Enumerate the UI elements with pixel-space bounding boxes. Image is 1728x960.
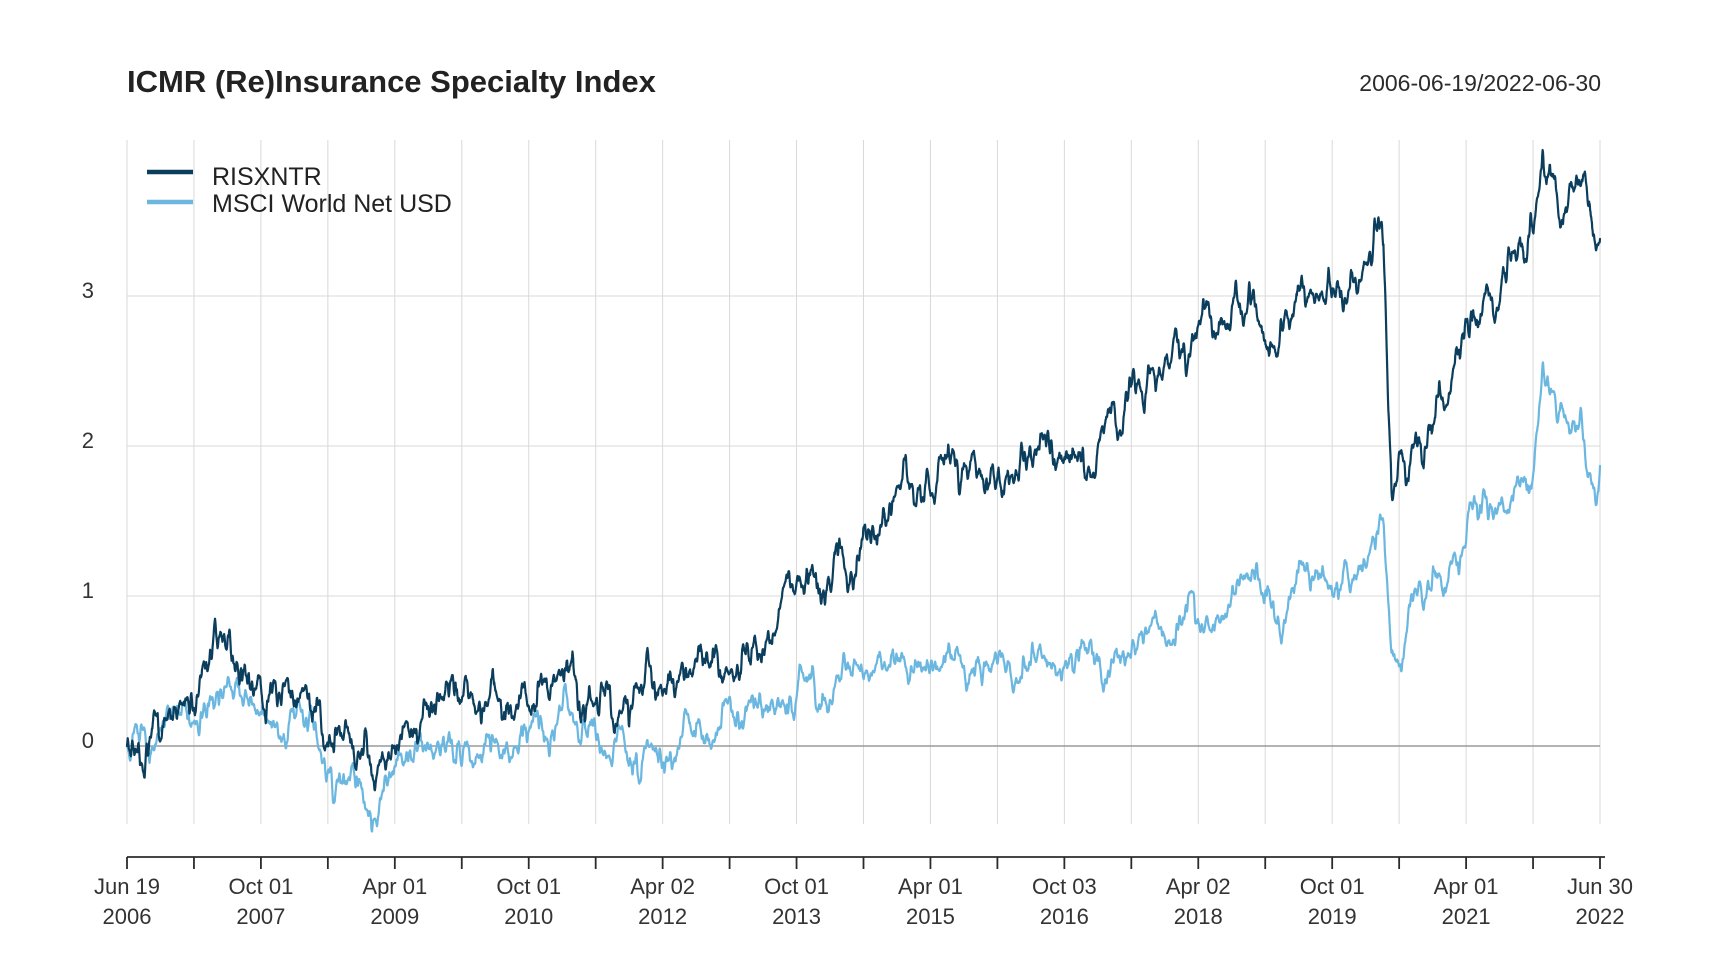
svg-text:Apr 01: Apr 01 <box>1434 874 1499 899</box>
svg-text:2006: 2006 <box>103 904 152 929</box>
svg-text:2013: 2013 <box>772 904 821 929</box>
svg-text:Oct 03: Oct 03 <box>1032 874 1097 899</box>
svg-text:0: 0 <box>82 728 94 753</box>
svg-text:2010: 2010 <box>504 904 553 929</box>
svg-text:2009: 2009 <box>370 904 419 929</box>
svg-text:2016: 2016 <box>1040 904 1089 929</box>
svg-text:Apr 01: Apr 01 <box>898 874 963 899</box>
svg-text:2015: 2015 <box>906 904 955 929</box>
svg-text:Apr 02: Apr 02 <box>630 874 695 899</box>
svg-text:Apr 02: Apr 02 <box>1166 874 1231 899</box>
svg-text:MSCI World Net USD: MSCI World Net USD <box>212 190 452 218</box>
svg-text:2: 2 <box>82 428 94 453</box>
svg-text:2021: 2021 <box>1442 904 1491 929</box>
svg-text:Oct 01: Oct 01 <box>229 874 294 899</box>
svg-text:2007: 2007 <box>236 904 285 929</box>
svg-text:Oct 01: Oct 01 <box>764 874 829 899</box>
svg-text:Jun 19: Jun 19 <box>94 874 160 899</box>
svg-text:2022: 2022 <box>1576 904 1625 929</box>
svg-text:3: 3 <box>82 278 94 303</box>
svg-text:1: 1 <box>82 578 94 603</box>
svg-text:Jun 30: Jun 30 <box>1567 874 1633 899</box>
svg-text:2018: 2018 <box>1174 904 1223 929</box>
svg-text:Oct 01: Oct 01 <box>1300 874 1365 899</box>
svg-text:Apr 01: Apr 01 <box>362 874 427 899</box>
svg-text:2012: 2012 <box>638 904 687 929</box>
svg-text:2019: 2019 <box>1308 904 1357 929</box>
svg-text:RISXNTR: RISXNTR <box>212 163 322 191</box>
svg-text:Oct 01: Oct 01 <box>496 874 561 899</box>
